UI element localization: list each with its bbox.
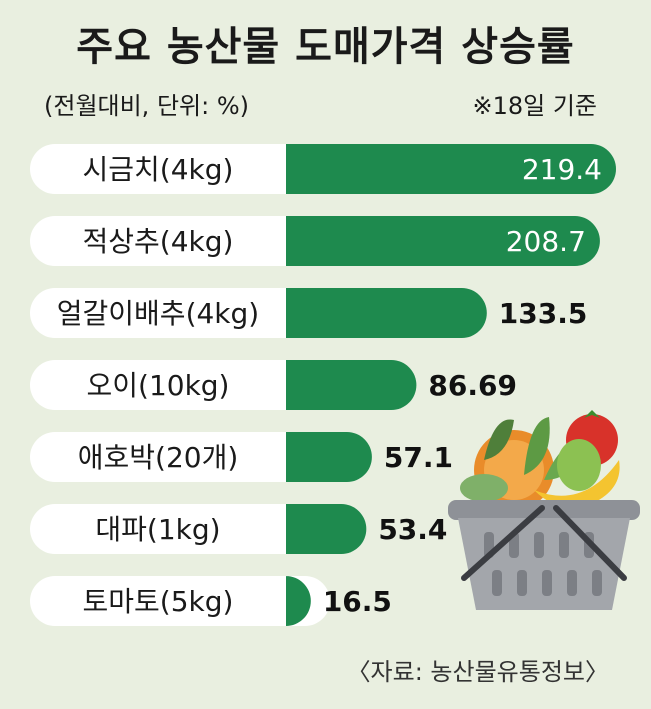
value-label: 86.69 bbox=[428, 369, 517, 402]
category-pill bbox=[30, 576, 330, 626]
category-label: 얼갈이배추(4kg) bbox=[57, 297, 259, 330]
category-label: 시금치(4kg) bbox=[83, 153, 234, 186]
date-basis-note: ※18일 기준 bbox=[472, 92, 597, 120]
bar bbox=[286, 288, 487, 338]
vegetable-basket-illustration bbox=[448, 410, 640, 610]
category-pill bbox=[30, 360, 330, 410]
value-label: 208.7 bbox=[506, 225, 586, 258]
category-pill bbox=[30, 288, 330, 338]
bar bbox=[285, 576, 311, 626]
value-label: 57.1 bbox=[384, 441, 453, 474]
chart-title: 주요 농산물 도매가격 상승률 bbox=[76, 24, 575, 70]
bar bbox=[286, 215, 600, 266]
value-label: 219.4 bbox=[522, 153, 602, 186]
category-pill bbox=[30, 504, 330, 554]
value-label: 16.5 bbox=[323, 585, 392, 618]
category-pill bbox=[30, 432, 330, 482]
category-label: 애호박(20개) bbox=[78, 441, 239, 474]
category-label: 적상추(4kg) bbox=[83, 225, 234, 258]
category-label: 오이(10kg) bbox=[87, 369, 230, 402]
bar bbox=[286, 432, 372, 482]
value-label: 53.4 bbox=[378, 513, 447, 546]
category-label: 대파(1kg) bbox=[95, 513, 220, 546]
category-pill bbox=[30, 216, 330, 266]
bar bbox=[286, 504, 367, 554]
bar bbox=[286, 360, 417, 410]
category-pill bbox=[30, 144, 330, 194]
value-label: 133.5 bbox=[499, 297, 588, 330]
chart-subtitle: (전월대비, 단위: %) bbox=[44, 92, 249, 120]
data-source-note: 〈자료: 농산물유통정보〉 bbox=[346, 658, 609, 686]
category-label: 토마토(5kg) bbox=[83, 585, 234, 618]
bar bbox=[286, 144, 616, 194]
